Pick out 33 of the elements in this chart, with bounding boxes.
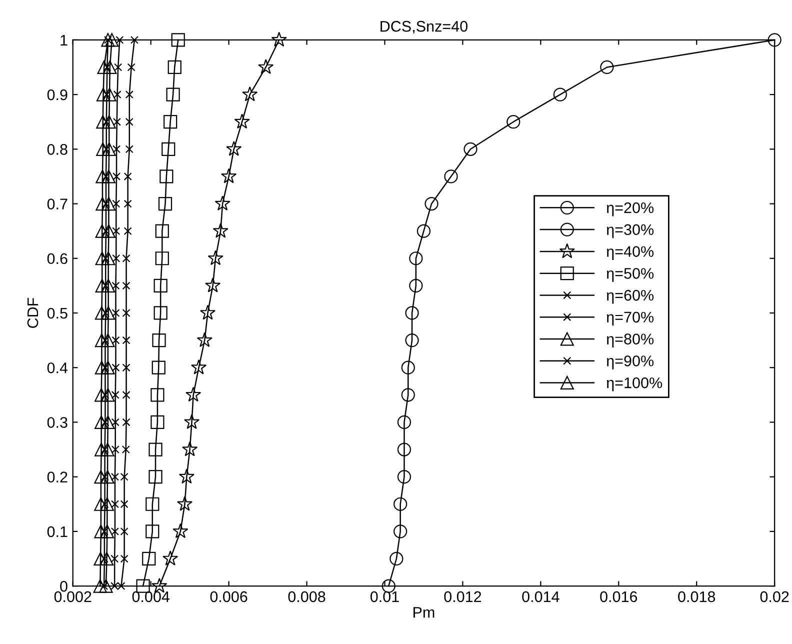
y-tick-label: 0.1 <box>47 526 68 538</box>
y-tick-label: 0.4 <box>47 362 68 374</box>
y-tick-label: 0.7 <box>47 198 68 210</box>
x-tick-label: 0.008 <box>288 591 326 602</box>
x-axis-title: Pm <box>414 607 434 618</box>
y-tick-label: 0.5 <box>47 308 68 319</box>
y-axis-title: CDF <box>27 298 38 328</box>
y-tick-label: 0.9 <box>47 89 68 100</box>
x-tick-label: 0.02 <box>760 591 789 602</box>
x-tick-label: 0.01 <box>370 591 399 602</box>
y-tick-label: 1 <box>60 34 68 46</box>
y-tick-label: 0.3 <box>47 417 68 428</box>
legend-label: η=90% <box>606 356 654 370</box>
legend-label: η=60% <box>606 290 654 304</box>
y-tick-label: 0.8 <box>47 144 68 155</box>
y-tick-label: 0.6 <box>47 253 68 264</box>
x-tick-label: 0.018 <box>678 591 716 602</box>
legend-label: η=100% <box>606 377 662 392</box>
x-tick-label: 0.002 <box>54 591 92 602</box>
legend-label: η=50% <box>606 268 654 282</box>
legend-label: η=30% <box>606 224 654 238</box>
y-tick-label: 0 <box>60 580 68 592</box>
x-tick-label: 0.012 <box>444 591 482 602</box>
chart-title: DCS,Snz=40 <box>380 20 468 34</box>
legend-label: η=80% <box>606 334 654 348</box>
x-tick-label: 0.014 <box>522 591 560 602</box>
y-tick-label: 0.2 <box>47 472 68 483</box>
x-tick-label: 0.004 <box>132 591 170 602</box>
x-tick-label: 0.016 <box>600 591 638 602</box>
legend-label: η=70% <box>606 312 654 326</box>
legend-label: η=40% <box>606 246 654 260</box>
x-tick-label: 0.006 <box>210 591 248 602</box>
legend-label: η=20% <box>606 202 654 216</box>
